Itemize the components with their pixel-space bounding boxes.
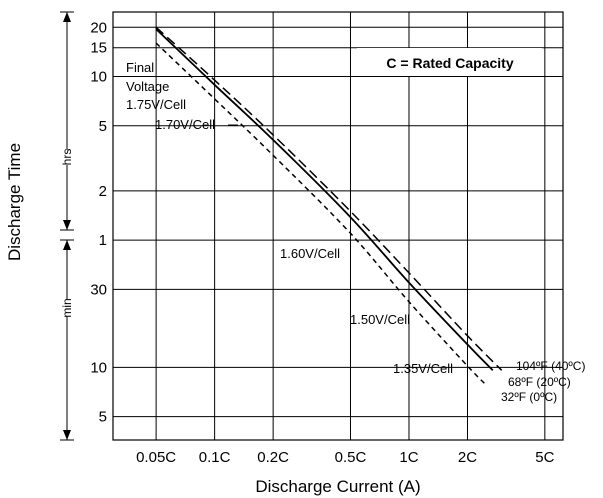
legend-entry-40c: 104ºF (40ºC) xyxy=(516,359,585,373)
series-line-2 xyxy=(155,28,494,371)
y-tick-label: 5 xyxy=(99,409,107,426)
y-tick-label: 10 xyxy=(90,69,107,86)
y-axis-title: Discharge Time xyxy=(5,143,24,261)
x-tick-label: 2C xyxy=(458,449,477,466)
x-tick-label: 0.1C xyxy=(199,449,231,466)
y-tick-label: 5 xyxy=(99,118,107,135)
y-tick-label: 20 xyxy=(90,19,107,36)
final-voltage-label-line2: Voltage xyxy=(126,79,169,94)
hours-label: hrs xyxy=(60,149,74,166)
discharge-curves xyxy=(155,26,503,386)
y-tick-label: 30 xyxy=(90,281,107,298)
legend-entry-0c: 32ºF (0ºC) xyxy=(501,390,557,404)
minutes-label: min xyxy=(60,298,74,317)
voltage-label-175: 1.75V/Cell xyxy=(126,97,186,112)
x-tick-label: 0.05C xyxy=(136,449,176,466)
y-tick-label: 15 xyxy=(90,40,107,57)
final-voltage-label-line1: Final xyxy=(126,60,154,75)
minutes-bracket: min xyxy=(60,239,74,441)
voltage-label-160: 1.60V/Cell xyxy=(280,246,340,261)
x-tick-label: 0.2C xyxy=(257,449,289,466)
y-tick-label: 2 xyxy=(99,183,107,200)
voltage-label-150: 1.50V/Cell xyxy=(350,312,410,327)
legend-entry-20c: 68ºF (20ºC) xyxy=(508,375,571,389)
voltage-label-170: 1.70V/Cell xyxy=(155,117,215,132)
x-axis-title: Discharge Current (A) xyxy=(255,477,420,496)
voltage-label-135: 1.35V/Cell xyxy=(393,361,453,376)
y-tick-label: 1 xyxy=(99,232,107,249)
y-tick-label: 10 xyxy=(90,359,107,376)
series-line-1 xyxy=(155,26,503,371)
x-tick-label: 1C xyxy=(399,449,418,466)
series-line-3 xyxy=(155,42,487,386)
x-tick-label: 0.5C xyxy=(335,449,367,466)
tick-labels: 0.05C 0.1C 0.2C 0.5C 1C 2C 5C 20 15 10 5 2 1 30 10 5 xyxy=(90,19,554,466)
plot-frame xyxy=(112,11,564,441)
note-box xyxy=(357,48,542,76)
hours-bracket: hrs xyxy=(60,11,74,231)
note-label: C = Rated Capacity xyxy=(386,55,513,71)
x-tick-label: 5C xyxy=(535,449,554,466)
grid-lines xyxy=(113,12,563,440)
